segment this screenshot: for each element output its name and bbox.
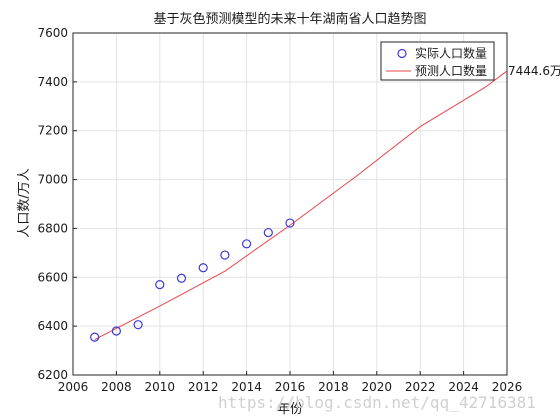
y-tick-label: 6800 xyxy=(37,221,68,235)
y-axis-label: 人口数/万人 xyxy=(17,168,32,237)
endpoint-annotation: 7444.6万 xyxy=(508,64,560,78)
actual-population-point xyxy=(242,239,252,249)
y-tick-label: 6200 xyxy=(37,368,68,382)
legend-box xyxy=(380,41,495,81)
chart-title: 基于灰色预测模型的未来十年湖南省人口趋势图 xyxy=(153,11,426,27)
y-tick-label: 6600 xyxy=(37,270,68,284)
actual-population-point xyxy=(155,280,165,290)
actual-population-point xyxy=(263,227,273,238)
series-layer xyxy=(90,70,508,342)
y-tick-label: 7400 xyxy=(37,75,68,89)
x-tick-label: 2006 xyxy=(58,380,89,394)
axis-ticks: 2006 2008 2010 2012 2014 2016 2018 2020 2022 2024… xyxy=(37,26,522,394)
predicted-population-line xyxy=(94,70,508,341)
legend-label-predicted: 预测人口数量 xyxy=(415,63,487,78)
legend-marker-actual xyxy=(397,48,407,59)
x-tick-label: 2022 xyxy=(405,380,436,394)
actual-population-point xyxy=(198,263,208,273)
x-axis-label: 年份 xyxy=(277,402,303,417)
actual-population-point xyxy=(133,320,143,330)
legend: 实际人口数量 预测人口数量 xyxy=(380,41,495,81)
y-tick-label: 6400 xyxy=(37,319,68,333)
y-tick-label: 7200 xyxy=(37,124,68,138)
x-tick-label: 2008 xyxy=(101,380,132,394)
actual-population-point xyxy=(90,332,100,342)
x-tick-label: 2014 xyxy=(231,380,262,394)
actual-population-point xyxy=(176,273,187,283)
x-tick-label: 2026 xyxy=(492,380,523,394)
actual-population-point xyxy=(220,250,230,260)
x-tick-label: 2020 xyxy=(362,380,393,394)
x-tick-label: 2018 xyxy=(318,380,349,394)
legend-label-actual: 实际人口数量 xyxy=(415,46,487,61)
watermark: https://blog.csdn.net/qq_42716381 xyxy=(218,393,536,412)
x-tick-label: 2024 xyxy=(448,380,479,394)
grid xyxy=(72,32,508,376)
actual-population-point xyxy=(285,218,295,228)
y-tick-label: 7600 xyxy=(37,26,68,40)
x-tick-label: 2010 xyxy=(145,380,176,394)
x-tick-label: 2016 xyxy=(275,380,306,394)
actual-population-point xyxy=(111,326,122,336)
y-tick-label: 7000 xyxy=(37,173,68,187)
x-tick-label: 2012 xyxy=(188,380,219,394)
